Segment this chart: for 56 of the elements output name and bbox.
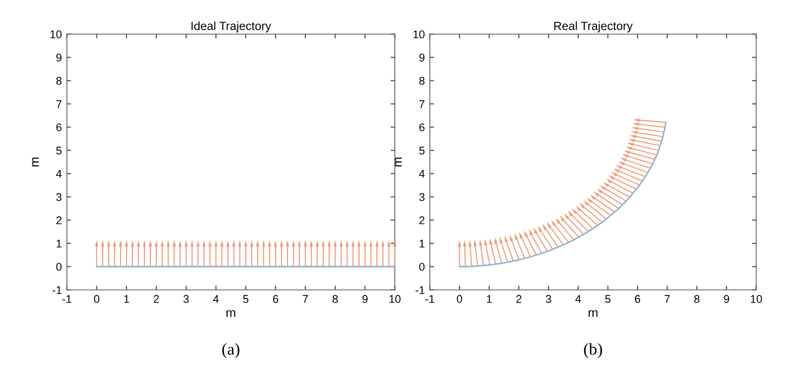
x-tick-label: 7 <box>664 295 670 303</box>
y-tick-label: 10 <box>413 30 425 38</box>
x-tick-label: 8 <box>332 295 338 303</box>
y-tick-label: 0 <box>56 262 62 271</box>
y-tick-label: 7 <box>419 100 424 108</box>
y-tick-label: 3 <box>419 193 424 202</box>
x-tick-label: 0 <box>94 295 100 303</box>
y-tick-label: 4 <box>419 170 425 178</box>
x-tick-label: 9 <box>724 295 730 303</box>
y-tick-label: 1 <box>420 240 424 248</box>
y-axis-title: m <box>394 158 402 166</box>
x-tick-label: 0 <box>456 295 462 303</box>
x-tick-label: 10 <box>750 295 762 303</box>
x-tick-label: 1 <box>124 295 130 303</box>
x-tick-label: 6 <box>635 295 640 303</box>
y-tick-label: 5 <box>419 146 425 155</box>
x-tick-label: 1 <box>486 295 492 303</box>
y-tick-label: 1 <box>56 240 62 248</box>
x-tick-label: -1 <box>62 295 72 303</box>
y-tick-label: 6 <box>56 123 62 132</box>
y-tick-label: 0 <box>419 262 425 271</box>
y-tick-label: 5 <box>56 146 62 155</box>
y-tick-label: 7 <box>56 100 62 108</box>
text: (b) <box>584 343 602 358</box>
y-tick-label: -1 <box>416 286 424 294</box>
text: (a) <box>222 343 240 358</box>
x-axis-title: m <box>226 310 236 317</box>
chart-title: Ideal Trajectory <box>192 21 272 32</box>
y-tick-label: 2 <box>419 216 424 224</box>
y-tick-label: 8 <box>419 76 424 85</box>
x-tick-label: 5 <box>243 295 248 303</box>
y-axis-title: m <box>32 158 39 166</box>
x-tick-label: 10 <box>389 295 401 303</box>
chart-title: Real Trajectory <box>554 21 633 32</box>
y-tick-label: 4 <box>56 170 62 178</box>
x-tick-label: 6 <box>273 295 278 303</box>
x-tick-label: 5 <box>605 295 610 303</box>
y-tick-label: 8 <box>56 76 62 85</box>
x-tick-label: 7 <box>302 295 308 303</box>
x-tick-label: 4 <box>213 295 219 303</box>
x-axis-title: m <box>588 310 598 317</box>
x-tick-label: 2 <box>516 295 522 303</box>
y-tick-label: 6 <box>419 123 424 132</box>
x-tick-label: 3 <box>546 295 552 303</box>
x-tick-label: 2 <box>154 295 159 303</box>
x-tick-label: 8 <box>694 295 700 303</box>
y-tick-label: 10 <box>50 30 62 38</box>
x-tick-label: 4 <box>575 295 581 303</box>
y-tick-label: 9 <box>56 54 62 62</box>
y-tick-label: 3 <box>56 193 62 202</box>
x-tick-label: 3 <box>183 295 189 303</box>
y-tick-label: 2 <box>56 216 62 224</box>
y-tick-label: 9 <box>419 54 424 62</box>
x-tick-label: 9 <box>362 295 368 303</box>
y-tick-label: -1 <box>52 286 62 294</box>
x-tick-label: -1 <box>425 295 434 303</box>
